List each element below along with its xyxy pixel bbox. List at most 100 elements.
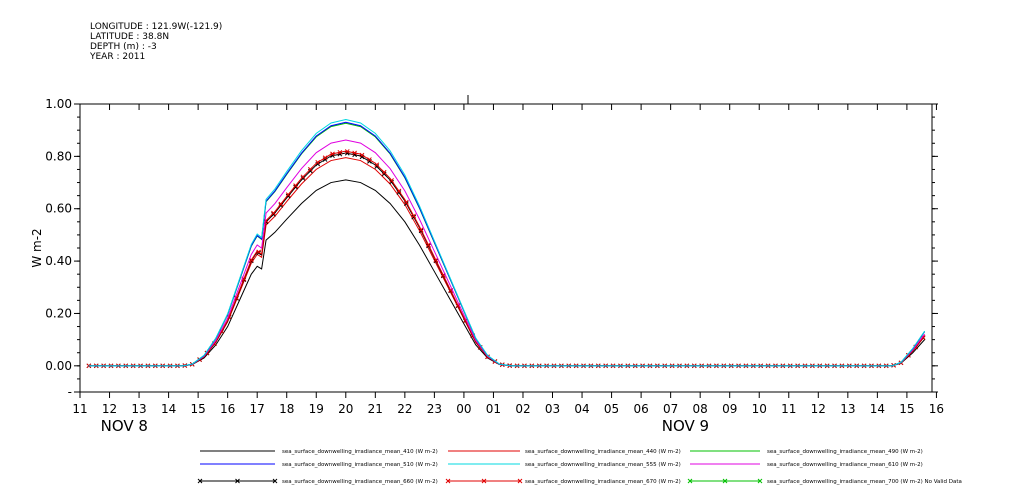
series-marker [256, 249, 262, 255]
x-tick-label: 13 [840, 402, 855, 416]
series-marker [271, 210, 276, 216]
x-tick-label: 12 [102, 402, 117, 416]
y-axis-title: W m-2 [30, 228, 44, 267]
series-marker [278, 203, 284, 208]
x-tick-label: 16 [929, 402, 944, 416]
series-line [88, 118, 926, 367]
series-marker [300, 176, 306, 181]
x-tick-label: 15 [190, 402, 205, 416]
series-marker [322, 155, 328, 161]
x-tick-label: 22 [397, 402, 412, 416]
plot-metadata: LONGITUDE : 121.9W(-121.9) LATITUDE : 38… [90, 22, 222, 62]
series-marker [374, 162, 380, 168]
series-line [88, 150, 926, 367]
y-tick-label: 0.40 [45, 254, 72, 268]
longitude-label: LONGITUDE : 121.9W(-121.9) [90, 22, 223, 32]
y-tick-label: 0.20 [45, 306, 72, 320]
series-marker [433, 257, 439, 263]
legend-marker [722, 478, 728, 484]
series-marker [426, 242, 431, 248]
y-tick-label: 0.60 [45, 202, 72, 216]
series-line [88, 121, 926, 367]
x-tick-label: 01 [486, 402, 501, 416]
x-date-label: NOV 8 [101, 417, 148, 435]
legend-marker [687, 478, 693, 484]
x-tick-label: 14 [161, 402, 176, 416]
legend-entry: sea_surface_downwelling_irradiance_mean_… [282, 449, 438, 455]
legend-marker [445, 478, 451, 484]
x-tick-label: 00 [456, 402, 471, 416]
series-marker [330, 151, 335, 157]
series-marker [396, 188, 402, 194]
x-tick-label: 07 [663, 402, 678, 416]
legend-marker [197, 478, 203, 484]
x-tick-label: 21 [368, 402, 383, 416]
x-tick-label: 05 [604, 402, 619, 416]
series-marker [285, 192, 291, 198]
series-marker [396, 190, 402, 195]
legend-entry: sea_surface_downwelling_irradiance_mean_… [525, 479, 681, 485]
x-tick-label: 11 [781, 402, 796, 416]
x-tick-label: 19 [309, 402, 324, 416]
legend-entry: sea_surface_downwelling_irradiance_mean_… [767, 449, 923, 455]
series-marker [307, 166, 313, 172]
y-tick-label: 0.80 [45, 149, 72, 163]
series-marker [337, 149, 343, 155]
legend-entry: sea_surface_downwelling_irradiance_mean_… [767, 479, 962, 485]
series-marker [367, 157, 372, 162]
y-tick-label: 1.00 [45, 97, 72, 111]
plot-frame [79, 103, 933, 393]
series-marker [293, 183, 298, 188]
series-line [88, 152, 926, 367]
x-tick-label: 08 [693, 402, 708, 416]
legend-entry: sea_surface_downwelling_irradiance_mean_… [282, 479, 438, 485]
x-tick-label: 13 [131, 402, 146, 416]
series-marker [307, 168, 313, 174]
legend-marker [481, 478, 487, 484]
y-tick-label: 0.00 [45, 359, 72, 373]
series-marker [381, 171, 387, 177]
x-tick-label: 20 [338, 402, 353, 416]
series-marker [374, 164, 380, 169]
legend-marker [235, 478, 240, 484]
series-marker [352, 150, 358, 156]
x-tick-label: 10 [752, 402, 767, 416]
legend-entry: sea_surface_downwelling_irradiance_mean_… [767, 462, 923, 468]
series-line [88, 139, 926, 367]
latitude-label: LATITUDE : 38.8N [90, 32, 170, 42]
x-tick-label: 12 [811, 402, 826, 416]
x-date-label: NOV 9 [662, 417, 709, 435]
legend-entry: sea_surface_downwelling_irradiance_mean_… [525, 462, 681, 468]
x-tick-label: 02 [515, 402, 530, 416]
x-tick-label: 04 [574, 402, 589, 416]
series-marker [300, 174, 306, 180]
legend-entry: sea_surface_downwelling_irradiance_mean_… [282, 462, 438, 468]
legend-entry: sea_surface_downwelling_irradiance_mean_… [525, 449, 681, 455]
series-marker [389, 178, 394, 183]
series-marker [359, 152, 365, 158]
x-tick-label: 18 [279, 402, 294, 416]
series-marker [411, 213, 417, 219]
series-marker [403, 199, 409, 205]
legend-marker [272, 478, 278, 484]
series-line [88, 179, 925, 367]
series-marker [271, 212, 276, 217]
series-line [88, 157, 926, 367]
series-marker [315, 159, 321, 165]
x-tick-label: 06 [633, 402, 648, 416]
series-marker [389, 179, 394, 185]
x-tick-label: 16 [220, 402, 235, 416]
series-marker [344, 149, 350, 154]
x-tick-label: 09 [722, 402, 737, 416]
series-marker [418, 227, 424, 233]
x-tick-label: 17 [250, 402, 265, 416]
series-marker [285, 193, 291, 199]
x-tick-label: 11 [72, 402, 87, 416]
series-marker [293, 184, 298, 190]
x-tick-label: 23 [427, 402, 442, 416]
x-tick-label: 15 [899, 402, 914, 416]
depth-label: DEPTH (m) : -3 [90, 42, 157, 52]
legend-marker [517, 478, 523, 484]
y-tick-label: - [68, 385, 72, 399]
